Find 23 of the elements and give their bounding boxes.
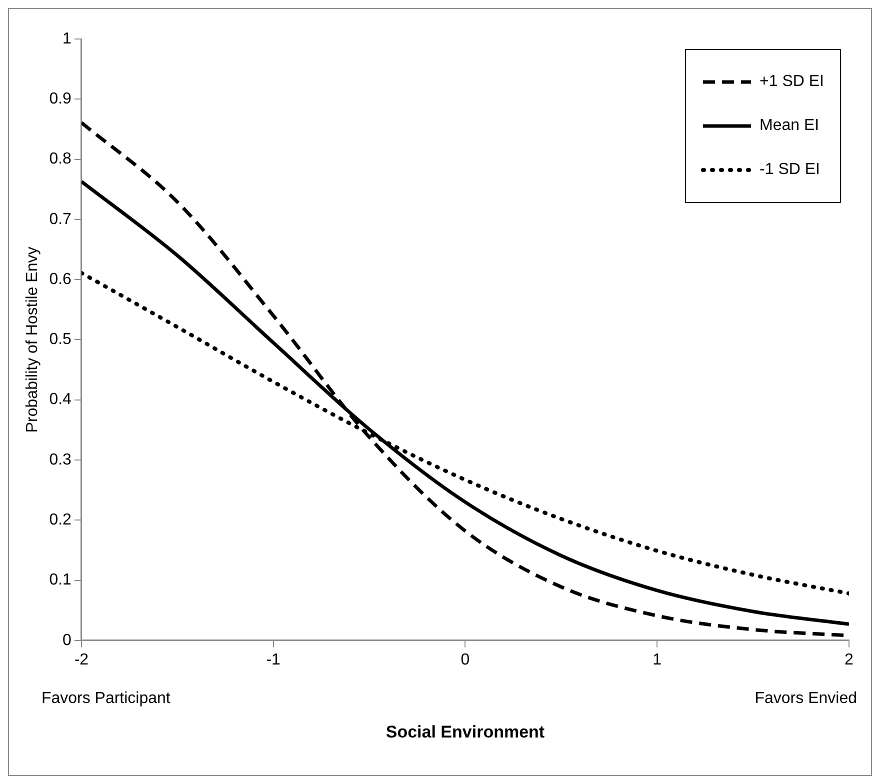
y-tick-label: 0.6 xyxy=(49,270,72,288)
y-tick-label: 0.2 xyxy=(49,512,72,529)
text: Favors Participant xyxy=(41,690,171,707)
x-tick-label: -2 xyxy=(74,651,89,668)
y-tick-label: 1 xyxy=(62,30,72,48)
x-tick-label: -1 xyxy=(266,651,281,668)
x-tick-label: 1 xyxy=(652,651,662,668)
legend-label: +1 SD EI xyxy=(760,73,824,91)
x-tick-label: 2 xyxy=(844,651,854,668)
y-tick-label: 0.9 xyxy=(49,90,72,108)
legend-label: Mean EI xyxy=(760,117,820,135)
text: Favors Envied xyxy=(754,690,857,707)
y-tick-label: 0.5 xyxy=(49,331,72,348)
x-axis-title: Social Environment xyxy=(386,722,545,742)
y-tick-label: 0.7 xyxy=(49,210,72,228)
y-tick-label: 0.4 xyxy=(49,391,72,408)
y-tick-label: 0.1 xyxy=(49,572,72,589)
legend-label: -1 SD EI xyxy=(760,161,820,179)
y-tick-label: 0.8 xyxy=(49,150,72,168)
y-tick-label: 0.3 xyxy=(49,451,72,468)
y-tick-label: 0 xyxy=(62,632,72,649)
x-tick-label: 0 xyxy=(460,651,470,668)
y-axis-title: Probability of Hostile Envy xyxy=(24,246,42,433)
